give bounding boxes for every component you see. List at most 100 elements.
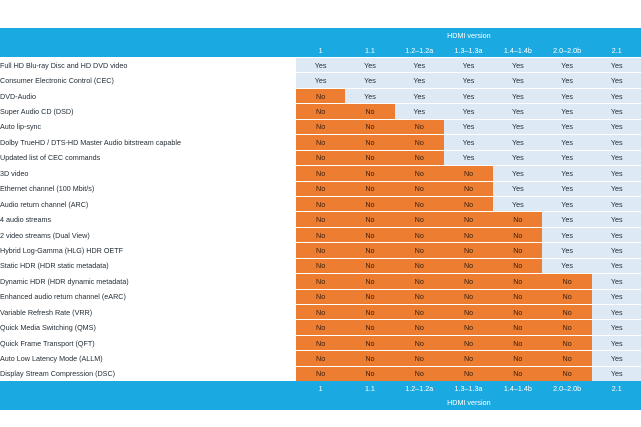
support-cell-yes: Yes	[493, 118, 543, 135]
support-cell-no: No	[296, 242, 346, 259]
support-cell-no: No	[345, 103, 395, 120]
support-cell-no: No	[394, 257, 444, 274]
support-cell-no: No	[345, 350, 395, 367]
support-cell-yes: Yes	[493, 72, 543, 89]
footer-version: 2.0–2.0b	[542, 381, 592, 396]
footer-version: 1.3–1.3a	[443, 381, 494, 396]
support-cell-no: No	[394, 195, 444, 212]
table-body: Full HD Blu-ray Disc and HD DVD video Yes…	[0, 56, 641, 382]
support-cell-no: No	[493, 257, 543, 274]
support-cell-yes: Yes	[542, 226, 592, 243]
support-cell-no: No	[394, 242, 444, 259]
feature-label: Auto lip-sync	[0, 118, 296, 135]
support-cell-no: No	[493, 273, 543, 290]
footer-spacer	[0, 395, 296, 411]
support-cell-no: No	[296, 165, 346, 181]
header-band: HDMI version	[0, 28, 641, 43]
support-cell-no: No	[443, 288, 494, 305]
support-cell-no: No	[394, 303, 444, 320]
support-cell-no: No	[296, 257, 346, 274]
feature-label: Super Audio CD (DSD)	[0, 103, 296, 120]
support-cell-yes: Yes	[542, 72, 592, 89]
support-cell-yes: Yes	[591, 134, 641, 151]
table-row: Dolby TrueHD / DTS-HD Master Audio bitst…	[0, 134, 641, 151]
support-cell-no: No	[345, 149, 395, 166]
support-cell-no: No	[345, 303, 395, 320]
support-cell-yes: Yes	[542, 195, 592, 212]
support-cell-no: No	[345, 334, 395, 351]
support-cell-yes: Yes	[443, 72, 494, 89]
table-row: Variable Refresh Rate (VRR) No No No No No No Y…	[0, 303, 641, 320]
feature-label: Quick Frame Transport (QFT)	[0, 334, 296, 351]
support-cell-no: No	[443, 257, 494, 274]
support-cell-no: No	[394, 134, 444, 151]
support-cell-yes: Yes	[542, 180, 592, 197]
table-row: 4 audio streams No No No No No Yes Yes	[0, 211, 641, 228]
header-versions-spacer	[0, 43, 296, 58]
support-cell-yes: Yes	[542, 87, 592, 104]
support-cell-yes: Yes	[493, 165, 543, 181]
support-cell-no: No	[493, 288, 543, 305]
support-cell-no: No	[296, 273, 346, 290]
header-version: 1.1	[345, 43, 395, 58]
support-cell-no: No	[493, 334, 543, 351]
support-cell-no: No	[542, 273, 592, 290]
support-cell-no: No	[493, 211, 543, 228]
support-cell-no: No	[296, 226, 346, 243]
support-cell-no: No	[345, 242, 395, 259]
support-cell-yes: Yes	[591, 303, 641, 320]
hdmi-feature-table: HDMI version 1 1.1 1.2–1.2a 1.3–1.3a 1.4…	[0, 28, 641, 411]
support-cell-no: No	[493, 365, 543, 382]
footer-version: 1.2–1.2a	[394, 381, 444, 396]
support-cell-yes: Yes	[443, 134, 494, 151]
support-cell-yes: Yes	[443, 103, 494, 120]
support-cell-no: No	[542, 288, 592, 305]
support-cell-no: No	[394, 350, 444, 367]
support-cell-no: No	[296, 118, 346, 135]
support-cell-no: No	[493, 319, 543, 336]
header-version: 1.2–1.2a	[394, 43, 444, 58]
support-cell-no: No	[345, 319, 395, 336]
feature-label: Dolby TrueHD / DTS-HD Master Audio bitst…	[0, 134, 296, 151]
support-cell-no: No	[296, 334, 346, 351]
support-cell-no: No	[345, 273, 395, 290]
support-cell-no: No	[296, 288, 346, 305]
support-cell-yes: Yes	[394, 72, 444, 89]
support-cell-yes: Yes	[493, 180, 543, 197]
support-cell-no: No	[345, 257, 395, 274]
support-cell-no: No	[296, 195, 346, 212]
feature-label: 2 video streams (Dual View)	[0, 226, 296, 243]
support-cell-yes: Yes	[542, 211, 592, 228]
table-row: Auto Low Latency Mode (ALLM) No No No No No No…	[0, 350, 641, 367]
support-cell-yes: Yes	[493, 134, 543, 151]
feature-label: Full HD Blu-ray Disc and HD DVD video	[0, 56, 296, 73]
header-spacer	[0, 28, 296, 43]
support-cell-no: No	[394, 180, 444, 197]
support-cell-no: No	[493, 242, 543, 259]
support-cell-no: No	[443, 365, 494, 382]
support-cell-no: No	[394, 118, 444, 135]
support-cell-yes: Yes	[591, 242, 641, 259]
support-cell-yes: Yes	[591, 365, 641, 382]
table-row: Auto lip-sync No No No Yes Yes Yes Yes	[0, 118, 641, 135]
support-cell-no: No	[345, 134, 395, 151]
support-cell-yes: Yes	[591, 103, 641, 120]
support-cell-no: No	[394, 226, 444, 243]
support-cell-no: No	[443, 334, 494, 351]
support-cell-no: No	[443, 273, 494, 290]
table-row: Consumer Electronic Control (CEC) Yes Yes Y…	[0, 72, 641, 89]
header-version: 1.3–1.3a	[443, 43, 494, 58]
footer-title: HDMI version	[296, 395, 641, 411]
support-cell-yes: Yes	[591, 118, 641, 135]
feature-label: Display Stream Compression (DSC)	[0, 365, 296, 382]
feature-label: Auto Low Latency Mode (ALLM)	[0, 350, 296, 367]
support-cell-yes: Yes	[591, 257, 641, 274]
feature-label: Variable Refresh Rate (VRR)	[0, 303, 296, 320]
support-cell-no: No	[296, 134, 346, 151]
support-cell-yes: Yes	[296, 72, 346, 89]
support-cell-yes: Yes	[542, 257, 592, 274]
table-row: Ethernet channel (100 Mbit/s) No No No No Yes…	[0, 180, 641, 197]
support-cell-no: No	[443, 303, 494, 320]
footer-versions-row: 1 1.1 1.2–1.2a 1.3–1.3a 1.4–1.4b 2.0–2.0…	[0, 381, 641, 396]
support-cell-no: No	[542, 319, 592, 336]
